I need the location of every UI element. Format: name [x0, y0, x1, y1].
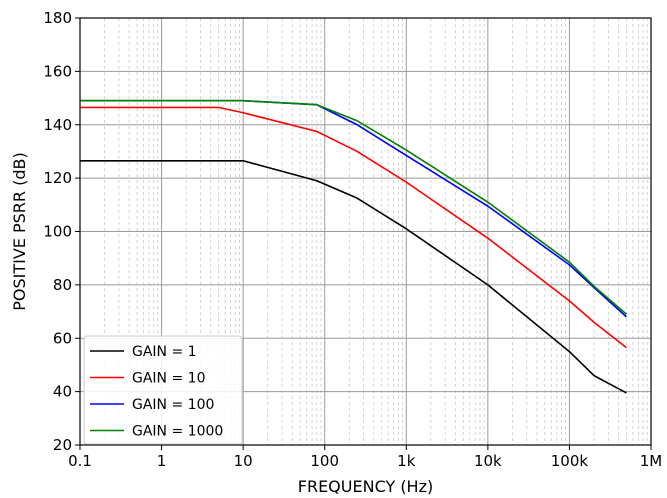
y-tick-label: 60 — [53, 329, 72, 347]
y-axis-title: POSITIVE PSRR (dB) — [10, 152, 29, 311]
y-tick-label: 40 — [53, 383, 72, 401]
x-tick-label: 100 — [310, 452, 339, 470]
series-line-3 — [80, 99, 627, 315]
x-tick-label: 100k — [551, 452, 589, 470]
y-tick-label: 160 — [43, 62, 72, 80]
legend-label: GAIN = 1 — [132, 344, 197, 360]
x-tick-label: 1k — [397, 452, 416, 470]
y-tick-label: 100 — [43, 223, 72, 241]
y-tick-label: 180 — [43, 9, 72, 27]
legend-label: GAIN = 10 — [132, 371, 205, 387]
series-layer — [80, 99, 627, 394]
series-line-0 — [80, 159, 627, 394]
legend-label: GAIN = 1000 — [132, 424, 223, 440]
x-axis-ticks: 0.1 1 10 100 1k 10k 100k 1M — [68, 445, 662, 470]
legend-label: GAIN = 100 — [132, 397, 214, 413]
x-tick-label: 10k — [474, 452, 502, 470]
x-tick-label: 0.1 — [68, 452, 92, 470]
x-tick-label: 1 — [157, 452, 167, 470]
y-tick-label: 80 — [53, 276, 72, 294]
legend-box — [83, 335, 243, 445]
y-axis-ticks: 20 40 60 80 100 120 140 160 180 — [43, 9, 80, 454]
x-tick-label: 1M — [640, 452, 663, 470]
y-tick-label: 20 — [53, 436, 72, 454]
series-line-1 — [80, 106, 627, 349]
x-axis-title: FREQUENCY (Hz) — [298, 477, 433, 496]
x-tick-label: 10 — [234, 452, 253, 470]
y-tick-label: 140 — [43, 116, 72, 134]
legend: GAIN = 1 GAIN = 10 GAIN = 100 GAIN = 1000 — [83, 335, 243, 445]
y-tick-label: 120 — [43, 169, 72, 187]
